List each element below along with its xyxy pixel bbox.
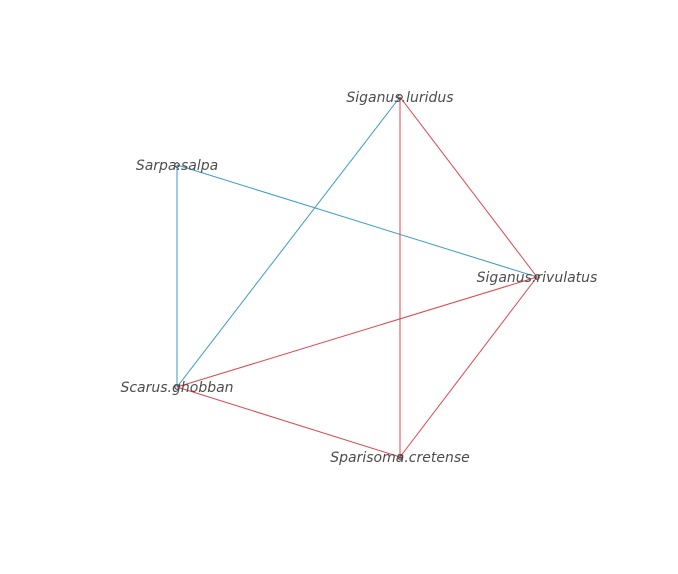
edge-scarus_ghobban-sparisoma_cretense <box>176 386 401 458</box>
edge-siganus_rivulatus-scarus_ghobban <box>176 276 538 388</box>
node-label-siganus_rivulatus: Siganus.rivulatus <box>477 270 598 286</box>
edge-siganus_luridus-siganus_rivulatus <box>399 96 538 278</box>
edges-layer <box>176 96 538 458</box>
node-label-siganus_luridus: Siganus.luridus <box>346 90 453 106</box>
node-siganus_rivulatus <box>534 274 540 280</box>
node-sparisoma_cretense <box>397 454 403 460</box>
labels-layer: Siganus.luridus Sarpa.salpa Siganus.rivula… <box>120 90 597 466</box>
nodes-layer <box>174 94 540 460</box>
edge-siganus_luridus-scarus_ghobban <box>176 96 401 388</box>
edge-sarpa_salpa-siganus_rivulatus <box>176 164 538 278</box>
edge-siganus_rivulatus-sparisoma_cretense <box>399 276 538 458</box>
node-sarpa_salpa <box>174 162 180 168</box>
node-siganus_luridus <box>397 94 403 100</box>
node-label-sparisoma_cretense: Sparisoma.cretense <box>330 450 469 466</box>
node-label-scarus_ghobban: Scarus.ghobban <box>120 380 233 396</box>
node-scarus_ghobban <box>174 384 180 390</box>
node-label-sarpa_salpa: Sarpa.salpa <box>136 158 218 174</box>
